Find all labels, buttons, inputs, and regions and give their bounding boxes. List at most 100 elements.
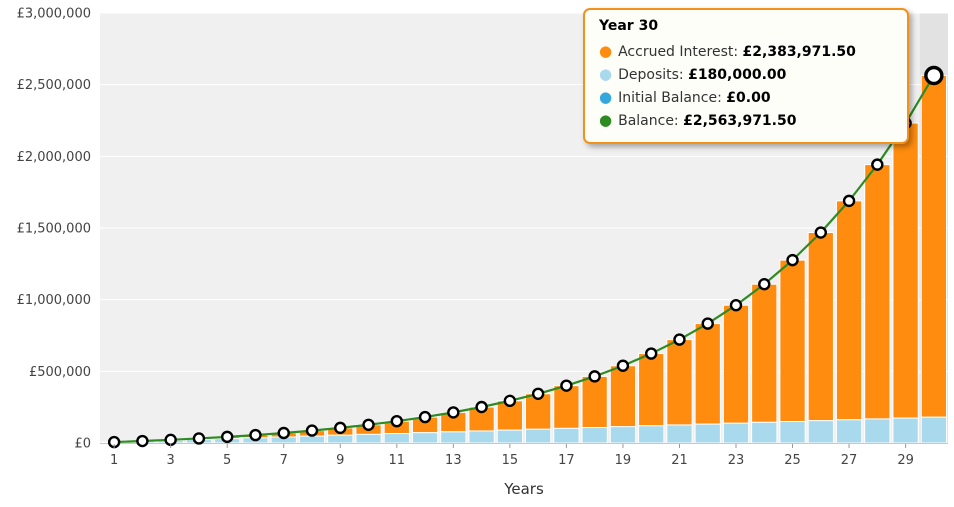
balance-marker[interactable] (871, 158, 884, 171)
accrued-interest-bar[interactable] (722, 304, 750, 424)
deposits-bar[interactable] (638, 425, 665, 444)
deposits-bar[interactable] (779, 421, 806, 444)
deposits-bar[interactable] (327, 434, 354, 444)
x-axis-tick-label: 23 (728, 453, 745, 468)
balance-marker[interactable] (924, 65, 944, 86)
balance-marker[interactable] (447, 406, 460, 419)
deposits-bar[interactable] (496, 429, 524, 444)
deposits-bar[interactable] (751, 421, 778, 444)
deposits-bar[interactable] (440, 431, 467, 444)
balance-marker[interactable] (136, 434, 149, 448)
series-label: Accrued Interest: (618, 44, 739, 60)
deposits-bar[interactable] (864, 418, 891, 444)
y-axis-tick-label: £500,000 (29, 365, 91, 380)
accrued-interest-bar[interactable] (581, 375, 608, 429)
balance-marker[interactable] (729, 299, 743, 312)
deposits-bar[interactable] (411, 432, 439, 444)
x-axis-tick-label: 25 (784, 453, 801, 468)
deposits-bar[interactable] (892, 417, 919, 444)
balance-marker[interactable] (701, 317, 714, 330)
x-axis-tick-label: 17 (558, 453, 575, 468)
balance-marker[interactable] (475, 400, 488, 414)
deposits-bar[interactable] (581, 427, 608, 444)
accrued-interest-bar[interactable] (779, 259, 806, 422)
x-axis-title: Years (503, 480, 544, 498)
balance-marker[interactable] (786, 253, 799, 267)
series-label: Deposits: (618, 67, 684, 83)
y-axis-tick-label: £2,000,000 (17, 150, 91, 165)
series-bullet-initial-balance-icon: ● (599, 88, 613, 106)
deposits-bar[interactable] (694, 423, 721, 444)
y-axis-tick-label: £2,500,000 (17, 78, 91, 93)
x-axis-tick-label: 9 (336, 453, 344, 468)
accrued-interest-bar[interactable] (638, 353, 665, 427)
deposits-bar[interactable] (722, 422, 750, 444)
balance-marker[interactable] (277, 426, 290, 440)
x-axis-tick-label: 13 (445, 453, 462, 468)
balance-marker[interactable] (249, 428, 262, 442)
accrued-interest-bar[interactable] (920, 74, 948, 418)
balance-marker[interactable] (616, 359, 630, 372)
balance-marker[interactable] (334, 421, 347, 435)
x-axis-tick-label: 15 (502, 453, 519, 468)
deposits-bar[interactable] (835, 419, 863, 444)
tooltip-row: ● Deposits: £180,000.00 (599, 63, 893, 86)
chart-tooltip: Year 30 ● Accrued Interest: £2,383,971.50… (583, 8, 909, 144)
x-axis-tick-label: 7 (280, 453, 288, 468)
accrued-interest-bar[interactable] (807, 232, 834, 422)
deposits-bar[interactable] (525, 428, 552, 444)
deposits-bar[interactable] (383, 433, 410, 444)
balance-marker[interactable] (645, 347, 658, 360)
deposits-bar[interactable] (553, 427, 580, 444)
balance-marker[interactable] (362, 418, 375, 431)
x-axis-tick-label: 3 (167, 453, 175, 468)
series-bullet-accrued-interest-icon: ● (599, 42, 613, 60)
balance-marker[interactable] (192, 432, 206, 445)
balance-marker[interactable] (842, 194, 856, 208)
balance-marker[interactable] (305, 424, 319, 437)
balance-marker[interactable] (673, 333, 686, 346)
balance-marker[interactable] (758, 278, 771, 291)
balance-marker[interactable] (814, 226, 827, 239)
series-bullet-deposits-icon: ● (599, 65, 613, 83)
balance-marker[interactable] (560, 379, 573, 392)
y-axis-tick-label: £3,000,000 (17, 7, 91, 22)
accrued-interest-bar[interactable] (864, 164, 891, 420)
deposits-bar[interactable] (666, 424, 693, 444)
x-axis-tick-label: 19 (615, 453, 632, 468)
accrued-interest-bar[interactable] (835, 200, 863, 421)
deposits-bar[interactable] (609, 426, 637, 444)
tooltip-row: ● Accrued Interest: £2,383,971.50 (599, 40, 893, 63)
y-axis-tick-label: £1,000,000 (17, 293, 91, 308)
balance-marker[interactable] (503, 394, 517, 408)
balance-marker[interactable] (220, 430, 234, 444)
x-axis-tick-label: 11 (389, 453, 406, 468)
deposits-bar[interactable] (355, 433, 382, 444)
accrued-interest-bar[interactable] (892, 122, 919, 419)
balance-marker[interactable] (390, 414, 403, 428)
tooltip-row: ● Initial Balance: £0.00 (599, 86, 893, 109)
deposits-bar[interactable] (920, 416, 948, 444)
accrued-interest-bar[interactable] (609, 365, 637, 428)
series-value: £2,563,971.50 (683, 113, 797, 129)
deposits-bar[interactable] (807, 420, 834, 444)
x-axis-tick-label: 21 (671, 453, 688, 468)
x-axis-tick-label: 29 (897, 453, 914, 468)
series-label: Initial Balance: (618, 90, 722, 106)
accrued-interest-bar[interactable] (694, 323, 721, 425)
balance-marker[interactable] (418, 410, 432, 424)
deposits-bar[interactable] (298, 435, 326, 444)
series-value: £2,383,971.50 (742, 44, 856, 60)
balance-marker[interactable] (164, 433, 177, 447)
balance-marker[interactable] (588, 370, 601, 383)
tooltip-title: Year 30 (599, 18, 659, 34)
deposits-bar[interactable] (468, 430, 495, 444)
series-label: Balance: (618, 113, 679, 129)
accrued-interest-bar[interactable] (553, 385, 580, 429)
x-axis-tick-label: 1 (110, 453, 118, 468)
balance-marker[interactable] (531, 387, 545, 400)
series-bullet-balance-icon: ● (599, 111, 613, 129)
accrued-interest-bar[interactable] (666, 339, 693, 426)
accrued-interest-bar[interactable] (751, 283, 778, 423)
